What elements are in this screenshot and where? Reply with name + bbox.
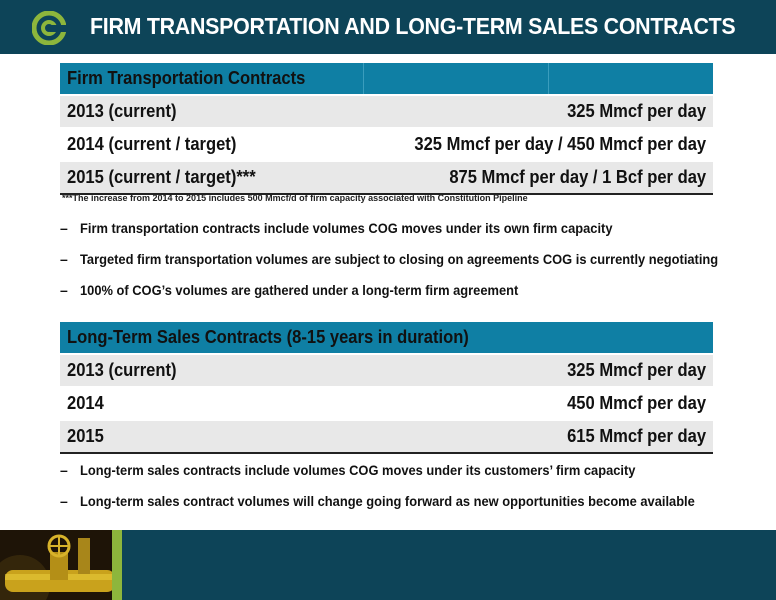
row-value: 325 Mmcf per day / 450 Mmcf per day [363, 127, 713, 161]
firm-transport-heading: Firm Transportation Contracts [60, 63, 363, 95]
table-row: 2013 (current) 325 Mmcf per day [60, 353, 713, 387]
table-row: 2014 450 Mmcf per day [60, 386, 713, 420]
table-header-row: Firm Transportation Contracts [60, 63, 713, 95]
list-item: – Long-term sales contract volumes will c… [60, 493, 695, 509]
row-label: 2014 (current / target) [60, 127, 363, 161]
valve-photo-icon [0, 530, 112, 600]
table-row: 2015 615 Mmcf per day [60, 419, 713, 454]
list-item: –100% of COG’s volumes are gathered unde… [60, 282, 519, 298]
row-label: 2014 [60, 386, 511, 420]
list-item: – Long-term sales contracts include volum… [60, 462, 636, 478]
bullet-list-sales: – Long-term sales contracts include volum… [60, 462, 748, 524]
row-label: 2013 (current) [60, 94, 363, 128]
table-row: 2014 (current / target) 325 Mmcf per day… [60, 127, 713, 161]
table-row: 2015 (current / target)*** 875 Mmcf per … [60, 160, 713, 195]
accent-stripe [112, 530, 122, 600]
list-item: – Targeted firm transportation volumes ar… [60, 251, 719, 267]
footnote: ***The increase from 2014 to 2015 includ… [62, 193, 528, 203]
row-label: 2013 (current) [60, 353, 511, 387]
row-label: 2015 [60, 419, 511, 454]
title-bar: FIRM TRANSPORTATION AND LONG-TERM SALES … [0, 0, 776, 54]
firm-transportation-table: Firm Transportation Contracts 2013 (curr… [60, 63, 713, 195]
footer-bar [0, 530, 776, 600]
row-value: 450 Mmcf per day [510, 386, 713, 420]
row-value: 615 Mmcf per day [510, 419, 713, 454]
valve-photo [0, 530, 112, 600]
table-row: 2013 (current) 325 Mmcf per day [60, 94, 713, 128]
row-value: 875 Mmcf per day / 1 Bcf per day [363, 160, 713, 195]
row-value: 325 Mmcf per day [363, 94, 713, 128]
table-header-row: Long-Term Sales Contracts (8-15 years in… [60, 322, 713, 354]
row-value: 325 Mmcf per day [510, 353, 713, 387]
list-item: – Firm transportation contracts include v… [60, 220, 613, 236]
page-title: FIRM TRANSPORTATION AND LONG-TERM SALES … [90, 13, 736, 39]
sales-contracts-heading: Long-Term Sales Contracts (8-15 years in… [60, 322, 511, 354]
bullet-list-firm: – Firm transportation contracts include v… [60, 220, 774, 313]
company-logo-icon [32, 11, 66, 45]
sales-contracts-table: Long-Term Sales Contracts (8-15 years in… [60, 322, 713, 454]
row-label: 2015 (current / target)*** [60, 160, 363, 195]
